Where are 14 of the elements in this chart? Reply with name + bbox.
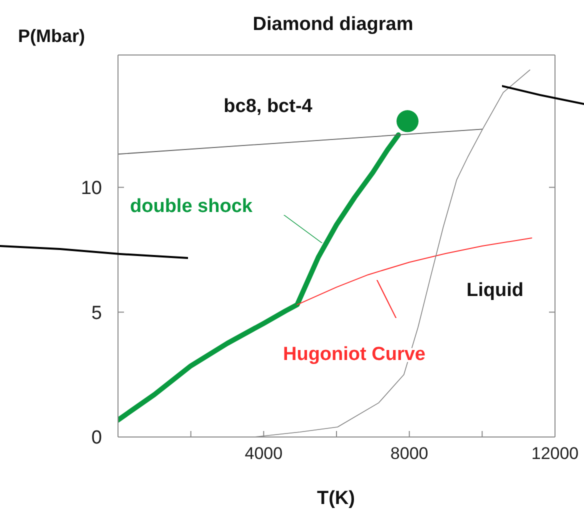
x-tick-label: 12000 bbox=[531, 444, 579, 464]
annotation: Liquid bbox=[466, 280, 524, 301]
y-tick-label: 10 bbox=[80, 178, 102, 200]
text: Hugoniot Curve bbox=[283, 344, 426, 365]
text: double shock bbox=[130, 196, 253, 217]
x-tick-label: 4000 bbox=[244, 444, 283, 464]
y-tick-label: 5 bbox=[91, 302, 102, 324]
y-axis-title: P(Mbar) bbox=[18, 26, 86, 46]
line-series bbox=[296, 238, 532, 306]
x-axis-title: T(K) bbox=[317, 488, 355, 509]
chart-title: Diamond diagram bbox=[252, 14, 414, 35]
annotation: bc8, bct-4 bbox=[224, 96, 313, 117]
x-tick-label: 8000 bbox=[390, 444, 428, 464]
y-tick-label: 0 bbox=[91, 428, 102, 449]
